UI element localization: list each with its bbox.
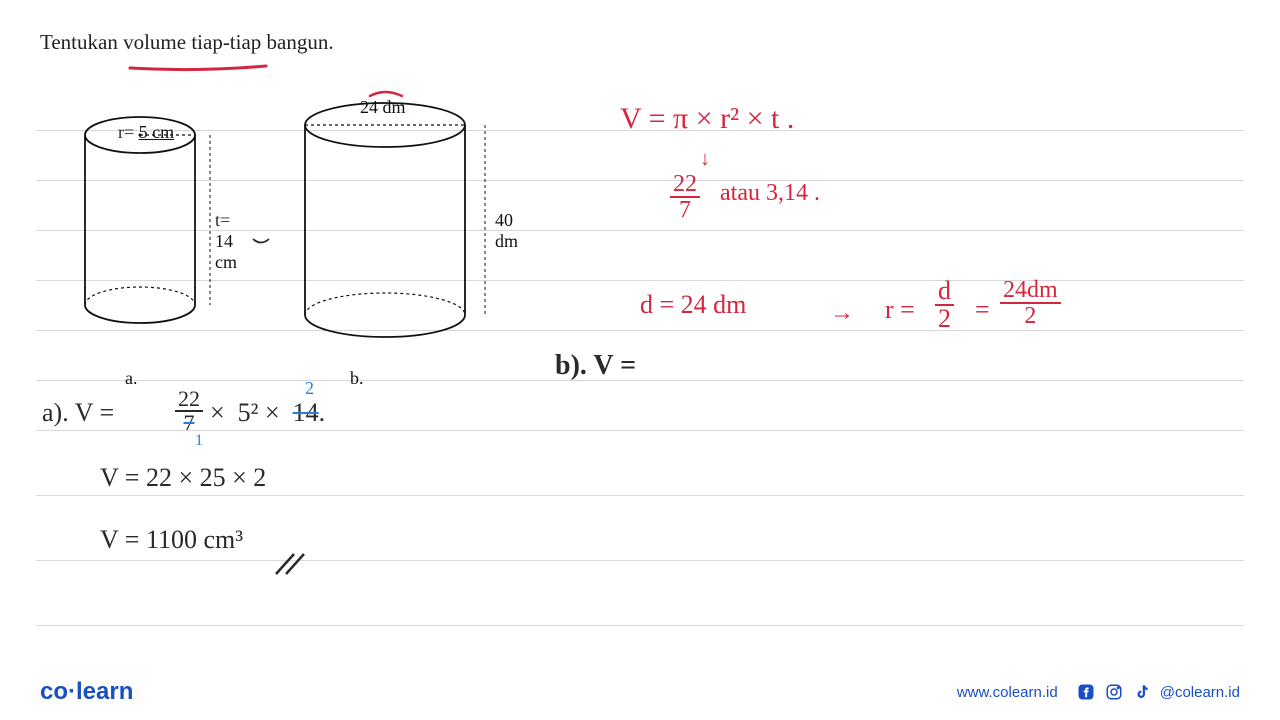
r-equals: r = xyxy=(885,295,915,325)
brand-logo: co·learn xyxy=(40,678,133,706)
underline-red xyxy=(128,60,268,70)
a-label: a). V = xyxy=(42,398,114,428)
radius-prefix-a: r= xyxy=(118,122,134,142)
a-frac: 22 7 xyxy=(175,388,203,434)
a-line3: V = 1100 cm³ xyxy=(100,525,243,555)
radius-label-a: 5 cm xyxy=(139,122,175,142)
letter-b: b. xyxy=(350,368,364,389)
r-frac2: 24dm2 xyxy=(1000,278,1061,328)
letter-a: a. xyxy=(125,368,138,389)
height-label-b: 40 dm xyxy=(495,210,518,252)
footer-handle[interactable]: @colearn.id xyxy=(1160,684,1240,701)
diagrams-area: r= 5 cm t= 14 cm xyxy=(40,90,540,390)
formula: V = π × r² × t . xyxy=(620,102,794,136)
diameter-label-b: 24 dm xyxy=(360,97,406,118)
footer-url[interactable]: www.colearn.id xyxy=(957,684,1058,701)
d-equals: d = 24 dm xyxy=(640,290,746,320)
pi-note: atau 3,14 . xyxy=(720,180,820,207)
a-line2: V = 22 × 25 × 2 xyxy=(100,463,266,493)
question-text: Tentukan volume tiap-tiap bangun. xyxy=(40,30,334,55)
a-small1: 1 xyxy=(195,432,203,450)
a-small2: 2 xyxy=(305,378,314,399)
cylinder-b: 24 dm 40 dm xyxy=(290,90,500,355)
facebook-icon[interactable] xyxy=(1076,682,1096,702)
instagram-icon[interactable] xyxy=(1104,682,1124,702)
footer: co·learn www.colearn.id @colearn.id xyxy=(0,664,1280,720)
cylinder-a: r= 5 cm t= 14 cm xyxy=(70,110,230,345)
pi-fraction: 227 xyxy=(670,172,700,222)
arrow-down-icon: ↓ xyxy=(700,148,710,171)
equals-2: = xyxy=(975,295,990,325)
height-prefix-a: t= xyxy=(215,210,230,230)
r-frac1: d2 xyxy=(935,278,954,332)
arrow-right-icon: → xyxy=(830,300,854,327)
b-label: b). V = xyxy=(555,350,636,382)
a-rest: × 5² × 14. xyxy=(210,398,325,428)
tiktok-icon[interactable] xyxy=(1132,682,1152,702)
height-label-a: 14 cm xyxy=(215,231,237,272)
double-slash-icon xyxy=(272,552,312,578)
